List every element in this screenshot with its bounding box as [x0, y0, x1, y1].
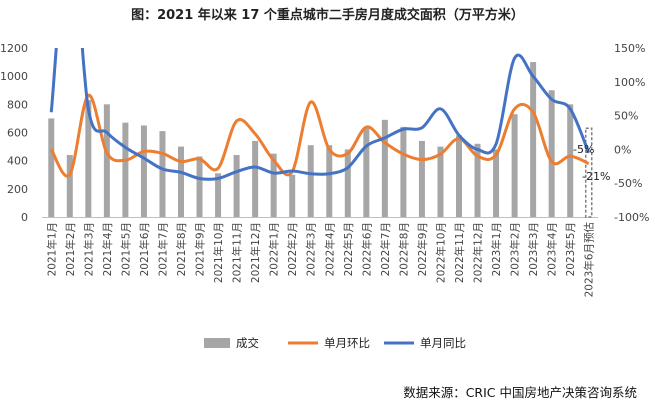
x-tick-label: 2022年3月 — [305, 222, 318, 276]
bar — [233, 155, 240, 217]
bar — [326, 145, 333, 217]
bar — [48, 118, 55, 217]
x-tick-label: 2023年6月预估 — [583, 222, 596, 298]
bar — [344, 149, 351, 217]
bar — [511, 114, 518, 217]
bar — [103, 104, 110, 217]
y-right-tick-label: 150% — [614, 42, 645, 55]
x-tick-label: 2023年1月 — [490, 222, 503, 276]
bar — [196, 156, 203, 217]
bar — [85, 100, 92, 217]
line-mom — [49, 93, 590, 178]
y-left-tick-label: 0 — [21, 211, 28, 224]
bar — [437, 146, 444, 217]
bar — [381, 119, 388, 217]
y-left-tick-label: 200 — [7, 183, 28, 196]
x-tick-label: 2021年5月 — [119, 222, 132, 276]
bar — [122, 122, 129, 217]
x-tick-label: 2021年12月 — [249, 222, 262, 283]
y-left-tick-label: 400 — [7, 155, 28, 168]
x-tick-label: 2021年1月 — [45, 222, 58, 276]
x-tick-label: 2023年4月 — [546, 222, 559, 276]
y-left-tick-label: 600 — [7, 127, 28, 140]
x-tick-label: 2022年1月 — [268, 222, 281, 276]
bar — [289, 174, 296, 217]
x-tick-label: 2023年3月 — [527, 222, 540, 276]
bar — [178, 146, 184, 217]
bar — [159, 131, 166, 217]
legend-label: 单月同比 — [420, 336, 466, 350]
x-tick-label: 2023年2月 — [509, 222, 522, 276]
x-tick-label: 2021年6月 — [138, 222, 151, 276]
x-tick-label: 2021年9月 — [194, 222, 207, 276]
x-tick-label: 2022年9月 — [416, 222, 429, 276]
bar — [270, 153, 277, 217]
line-yoy — [49, 48, 591, 181]
bar — [66, 155, 73, 217]
y-left-tick-label: 1200 — [0, 42, 28, 55]
legend-label: 成交 — [236, 336, 259, 350]
bar — [400, 126, 407, 217]
annotation-yoy: -5% — [573, 143, 594, 156]
chart-title: 图：2021 年以来 17 个重点城市二手房月度成交面积（万平方米） — [131, 8, 524, 23]
x-tick-label: 2022年11月 — [453, 222, 466, 283]
bar — [307, 145, 314, 217]
bar — [474, 143, 481, 217]
y-right-tick-label: 0% — [614, 143, 631, 156]
x-tick-label: 2021年8月 — [175, 222, 188, 276]
bar — [493, 149, 500, 217]
x-tick-label: 2022年8月 — [397, 222, 410, 276]
bar — [548, 90, 555, 217]
x-tick-label: 2021年10月 — [212, 222, 225, 283]
x-tick-label: 2022年7月 — [379, 222, 392, 276]
bar — [530, 62, 537, 218]
x-tick-label: 2022年4月 — [323, 222, 336, 276]
x-tick-label: 2021年3月 — [82, 222, 95, 276]
bar — [252, 140, 259, 217]
x-tick-label: 2022年10月 — [434, 222, 447, 283]
x-tick-label: 2021年7月 — [156, 222, 169, 276]
y-right-tick-label: -50% — [614, 177, 642, 190]
legend-swatch-bar — [204, 338, 230, 348]
x-tick-label: 2021年4月 — [101, 222, 114, 276]
y-right-tick-label: 100% — [614, 76, 645, 89]
bar — [363, 128, 370, 217]
bar — [567, 104, 574, 217]
legend-label: 单月环比 — [324, 336, 370, 350]
x-tick-label: 2022年2月 — [286, 222, 299, 276]
x-tick-label: 2022年5月 — [342, 222, 355, 276]
y-left-tick-label: 1000 — [0, 70, 28, 83]
x-tick-label: 2022年12月 — [472, 222, 485, 283]
data-source: 数据来源：CRIC 中国房地产决策咨询系统 — [403, 385, 637, 400]
y-right-tick-label: 50% — [614, 110, 638, 123]
x-tick-label: 2021年11月 — [231, 222, 244, 283]
bar — [215, 173, 222, 217]
bar — [140, 125, 147, 217]
y-left-tick-label: 800 — [7, 98, 28, 111]
bar — [418, 140, 425, 217]
x-tick-label: 2021年2月 — [64, 222, 77, 276]
bar-forecast — [584, 127, 593, 218]
x-tick-label: 2022年6月 — [360, 222, 373, 276]
bar — [456, 135, 462, 217]
x-tick-label: 2023年5月 — [564, 222, 577, 276]
annotation-mom: -21% — [582, 170, 610, 183]
y-right-tick-label: -100% — [614, 211, 649, 224]
